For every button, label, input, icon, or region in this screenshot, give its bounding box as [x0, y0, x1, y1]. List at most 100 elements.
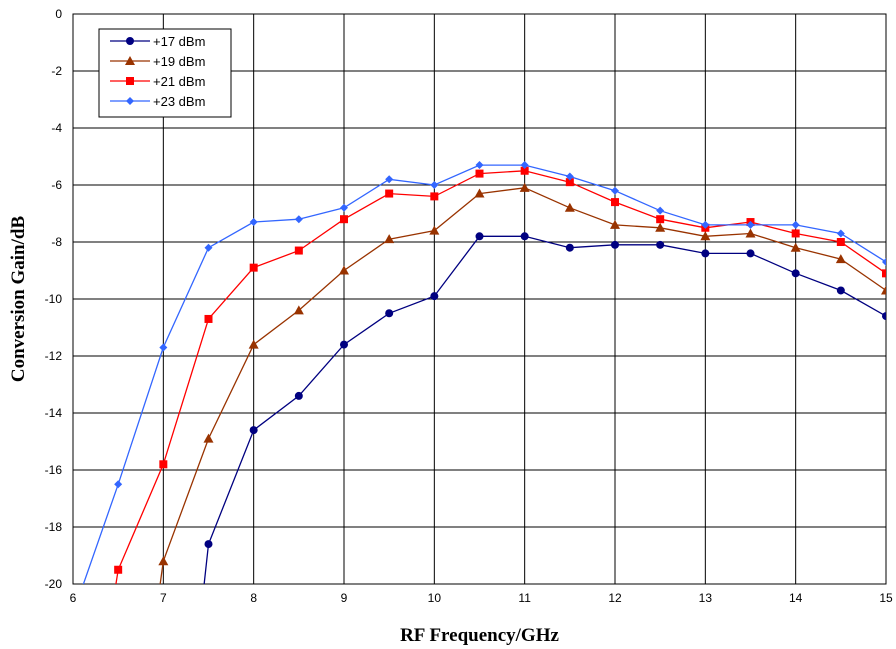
data-point	[294, 215, 303, 224]
x-tick-label: 7	[160, 591, 167, 605]
legend-item: +21 dBm	[110, 74, 205, 89]
data-point	[204, 540, 213, 549]
data-point	[475, 161, 484, 170]
legend-item: +17 dBm	[110, 34, 205, 49]
data-point	[520, 166, 529, 175]
x-tick-label: 10	[428, 591, 442, 605]
data-point	[519, 182, 530, 192]
data-point	[249, 426, 258, 435]
data-point	[791, 229, 800, 238]
grid-lines	[73, 14, 886, 584]
series-1	[203, 232, 886, 584]
data-point	[882, 312, 886, 321]
data-point	[836, 229, 845, 238]
tick-labels: 6 7 8 9 10 11 12 13 14 15 0 -2 -4 -6 -8 -10 -12 -14 -16 -18…	[45, 7, 893, 605]
legend-label: +17 dBm	[153, 34, 205, 49]
y-tick-label: -4	[51, 121, 62, 135]
x-tick-label: 15	[879, 591, 893, 605]
x-tick-label: 6	[70, 591, 77, 605]
legend-item: +19 dBm	[110, 54, 205, 69]
data-point	[159, 460, 168, 469]
data-point	[430, 181, 439, 189]
legend-marker	[126, 77, 134, 85]
data-point	[385, 189, 394, 198]
data-point	[564, 202, 575, 212]
data-point	[746, 220, 755, 229]
data-point	[294, 391, 303, 400]
legend-item: +23 dBm	[110, 94, 205, 109]
data-point	[204, 243, 213, 252]
legend-marker	[126, 97, 134, 105]
data-point	[835, 254, 846, 264]
legend: +17 dBm +19 dBm +21 dBm +23 dBm	[98, 28, 232, 118]
data-point	[159, 343, 168, 352]
data-point	[339, 265, 349, 275]
data-point	[520, 161, 529, 170]
y-tick-label: -16	[45, 463, 63, 477]
data-point	[204, 314, 213, 323]
data-point	[656, 240, 665, 249]
x-tick-label: 9	[341, 591, 348, 605]
series-line	[203, 235, 886, 584]
data-point	[790, 242, 801, 252]
data-point	[610, 219, 620, 229]
data-point	[340, 340, 348, 349]
data-point	[611, 240, 619, 249]
series-line	[159, 187, 886, 584]
x-tick-label: 14	[789, 591, 803, 605]
y-tick-label: -2	[51, 64, 62, 78]
data-point	[474, 188, 485, 198]
data-point	[430, 192, 439, 201]
data-point	[114, 565, 123, 574]
y-tick-label: -14	[45, 406, 63, 420]
data-point	[384, 234, 395, 244]
data-point	[248, 339, 259, 349]
data-point	[249, 218, 258, 227]
data-point	[882, 257, 886, 266]
data-point	[656, 206, 665, 215]
data-point	[475, 169, 484, 178]
y-tick-label: -12	[45, 349, 63, 363]
legend-marker	[125, 56, 135, 65]
series-2	[158, 182, 886, 584]
series-layer	[82, 161, 886, 584]
data-point	[701, 220, 710, 229]
data-point	[340, 215, 348, 224]
data-point	[158, 556, 169, 566]
data-point	[881, 285, 886, 295]
data-point	[114, 480, 123, 489]
plot-area-border	[72, 13, 887, 585]
data-point	[700, 231, 711, 241]
data-point	[429, 225, 440, 235]
data-point	[791, 269, 800, 278]
legend-label: +21 dBm	[153, 74, 205, 89]
data-point	[746, 249, 755, 258]
x-axis-title: RF Frequency/GHz	[400, 625, 559, 646]
y-tick-label: -8	[51, 235, 62, 249]
y-tick-label: -18	[45, 520, 63, 534]
legend-label: +19 dBm	[153, 54, 205, 69]
x-tick-label: 8	[250, 591, 257, 605]
data-point	[385, 175, 394, 184]
data-point	[701, 249, 710, 258]
data-point	[656, 215, 665, 224]
data-point	[249, 263, 258, 272]
data-point	[340, 203, 348, 212]
data-point	[565, 172, 574, 181]
y-tick-label: -6	[51, 178, 62, 192]
data-point	[520, 232, 529, 241]
data-point	[565, 178, 574, 187]
x-tick-label: 12	[608, 591, 622, 605]
data-point	[385, 309, 394, 318]
data-point	[203, 433, 214, 443]
x-tick-label: 11	[518, 591, 531, 605]
data-point	[293, 305, 304, 315]
data-point	[430, 292, 439, 301]
y-axis-title: Conversion Gain/dB	[8, 216, 29, 383]
data-point	[475, 232, 484, 241]
data-point	[791, 220, 800, 229]
y-tick-label: -10	[45, 292, 63, 306]
legend-box	[98, 28, 232, 118]
data-point	[655, 222, 666, 232]
